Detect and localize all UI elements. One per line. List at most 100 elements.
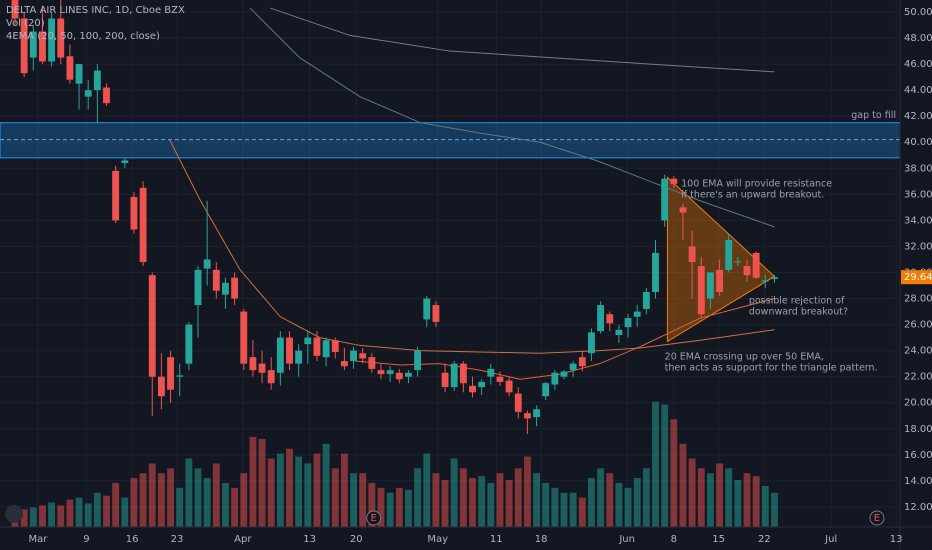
- volume-bar: [167, 468, 174, 527]
- candle-body: [157, 376, 165, 397]
- candle-body: [588, 332, 595, 354]
- candle-body: [615, 329, 623, 336]
- annotation: downward breakout?: [749, 307, 848, 318]
- x-tick-label: 13: [303, 534, 316, 545]
- candle-body: [414, 350, 422, 371]
- earnings-label: E: [371, 513, 377, 524]
- gap-zone: [0, 122, 901, 159]
- candle-body: [185, 324, 193, 364]
- candle-body: [368, 357, 376, 369]
- annotation: then acts as support for the triangle pa…: [665, 363, 878, 374]
- volume-bar: [697, 468, 705, 527]
- candle-body: [286, 337, 293, 364]
- volume-bar: [395, 487, 403, 527]
- candle-body: [688, 246, 696, 263]
- ema-line: [249, 7, 775, 228]
- y-tick-label: 22.00: [904, 372, 932, 383]
- x-tick-label: Jun: [618, 534, 635, 545]
- volume-bar: [176, 487, 184, 527]
- x-tick-label: May: [427, 534, 448, 545]
- x-tick-label: 11: [490, 534, 503, 545]
- volume-bar: [551, 487, 559, 527]
- annotation: if there's an upward breakout.: [681, 189, 824, 200]
- candle-body: [39, 31, 46, 62]
- candle-body: [405, 372, 412, 377]
- candle-body: [578, 357, 586, 367]
- candle-body: [66, 56, 74, 80]
- volume-bar: [569, 492, 577, 527]
- volume-bar: [652, 401, 659, 527]
- volume-bar: [642, 468, 650, 527]
- volume-bar: [469, 478, 476, 527]
- volume-bar: [523, 456, 531, 527]
- volume-bar: [716, 463, 723, 527]
- candle-body: [194, 269, 202, 306]
- candle-body: [533, 409, 540, 418]
- candle-body: [505, 380, 513, 393]
- volume-bar: [286, 448, 293, 527]
- candle-body: [551, 372, 559, 385]
- ema-line: [270, 7, 775, 73]
- candle-body: [331, 340, 339, 352]
- volume-bar: [75, 497, 83, 527]
- candle-body: [743, 265, 751, 276]
- candle-body: [212, 269, 220, 291]
- volume-bar: [533, 473, 540, 527]
- candle-body: [725, 239, 733, 270]
- candle-body: [203, 259, 211, 269]
- candle-body: [697, 265, 705, 315]
- volume-bar: [340, 453, 348, 527]
- candle-body: [679, 207, 687, 213]
- volume-bar: [258, 438, 266, 527]
- volume-bar: [304, 463, 312, 527]
- volume-bar: [66, 499, 74, 527]
- y-tick-label: 20.00: [904, 398, 932, 409]
- x-tick-label: 23: [171, 534, 184, 545]
- candle-body: [112, 170, 120, 221]
- volume-bar: [615, 482, 623, 527]
- y-tick-label: 50.00: [904, 7, 932, 18]
- y-tick-label: 34.00: [904, 215, 932, 226]
- candle-body: [441, 372, 449, 388]
- x-tick-label: 22: [758, 534, 771, 545]
- candle-body: [624, 318, 632, 328]
- candle-body: [487, 368, 495, 377]
- x-tick-label: 13: [890, 534, 903, 545]
- candle-body: [395, 372, 403, 380]
- candle-body: [276, 337, 284, 373]
- volume-bar: [706, 473, 714, 527]
- x-tick-label: 18: [535, 534, 548, 545]
- candle-body: [459, 363, 467, 384]
- volume-bar: [752, 476, 760, 527]
- annotation: 20 EMA crossing up over 50 EMA,: [665, 352, 824, 363]
- y-tick-label: 24.00: [904, 346, 932, 357]
- candle-body: [249, 357, 257, 371]
- candle-body: [496, 376, 504, 382]
- x-tick-label: 20: [350, 534, 363, 545]
- y-tick-label: 32.00: [904, 241, 932, 252]
- volume-bar: [276, 453, 284, 527]
- volume-bar: [240, 473, 248, 527]
- volume-bar: [84, 503, 92, 527]
- volume-bar: [441, 480, 449, 527]
- volume-bar: [661, 404, 669, 527]
- y-tick-label: 44.00: [904, 85, 932, 96]
- volume-bar: [359, 473, 367, 527]
- volume-bar: [93, 492, 101, 527]
- candle-body: [597, 305, 605, 332]
- volume-bar: [57, 505, 65, 527]
- volume-bar: [222, 482, 229, 527]
- volume-bar: [139, 473, 147, 527]
- candle-body: [469, 385, 476, 393]
- volume-bar: [606, 473, 614, 527]
- volume-bar: [377, 487, 385, 527]
- volume-bar: [633, 478, 641, 527]
- volume-bar: [505, 480, 513, 527]
- logo[interactable]: [5, 505, 23, 523]
- volume-bar: [560, 492, 568, 527]
- volume-bar: [267, 458, 275, 527]
- candle-body: [295, 350, 303, 364]
- candle-body: [322, 340, 330, 358]
